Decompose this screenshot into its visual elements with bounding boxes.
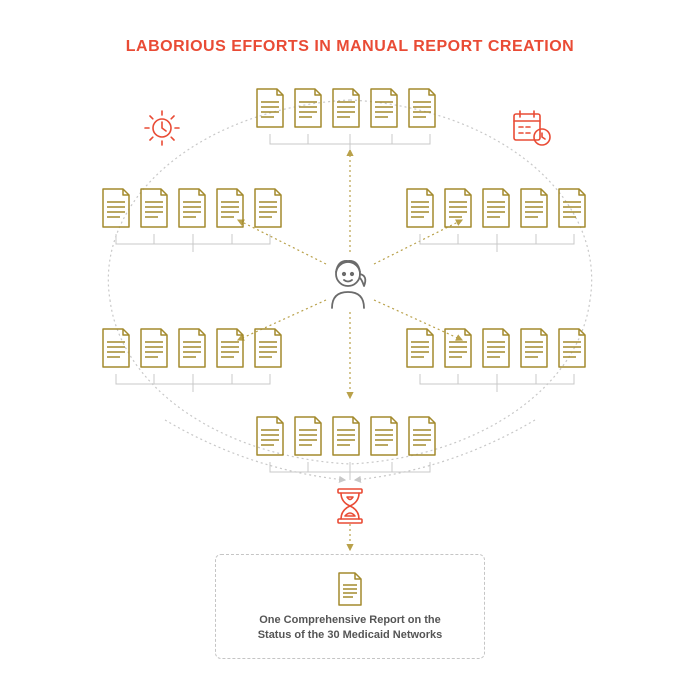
document-icon	[174, 186, 210, 230]
document-group-low-right	[402, 326, 590, 370]
document-group-mid-left	[98, 186, 286, 230]
document-icon	[366, 86, 402, 130]
document-icon	[335, 571, 365, 607]
document-icon	[440, 326, 476, 370]
final-report-label: One Comprehensive Report on the Status o…	[245, 613, 455, 643]
document-icon	[402, 186, 438, 230]
document-icon	[478, 186, 514, 230]
document-icon	[328, 414, 364, 458]
document-icon	[174, 326, 210, 370]
document-group-top	[252, 86, 440, 130]
document-icon	[252, 414, 288, 458]
person-icon	[326, 256, 374, 317]
document-icon	[328, 86, 364, 130]
document-icon	[250, 326, 286, 370]
document-icon	[252, 86, 288, 130]
document-icon	[478, 326, 514, 370]
diagram-title: LABORIOUS EFFORTS IN MANUAL REPORT CREAT…	[0, 38, 700, 56]
document-icon	[290, 86, 326, 130]
document-icon	[212, 186, 248, 230]
document-icon	[516, 186, 552, 230]
hourglass-icon	[331, 486, 369, 531]
document-group-mid-right	[402, 186, 590, 230]
document-icon	[402, 326, 438, 370]
document-icon	[98, 186, 134, 230]
document-icon	[440, 186, 476, 230]
document-icon	[250, 186, 286, 230]
document-icon	[98, 326, 134, 370]
document-icon	[366, 414, 402, 458]
document-icon	[516, 326, 552, 370]
document-icon	[554, 326, 590, 370]
calendar-clock-icon	[510, 108, 554, 153]
document-group-bottom	[252, 414, 440, 458]
document-icon	[554, 186, 590, 230]
final-report-box: One Comprehensive Report on the Status o…	[215, 554, 485, 659]
document-icon	[290, 414, 326, 458]
document-icon	[136, 186, 172, 230]
gear-icon	[142, 108, 182, 153]
document-icon	[404, 86, 440, 130]
document-group-low-left	[98, 326, 286, 370]
document-icon	[212, 326, 248, 370]
document-icon	[136, 326, 172, 370]
document-icon	[404, 414, 440, 458]
